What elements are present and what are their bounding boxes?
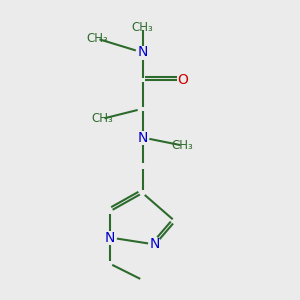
Text: CH₃: CH₃ [92,112,113,125]
Text: N: N [137,130,148,145]
Text: N: N [150,238,160,251]
Text: O: O [177,73,188,87]
Text: CH₃: CH₃ [132,21,153,34]
Text: N: N [105,230,115,244]
Text: N: N [137,46,148,59]
Text: CH₃: CH₃ [172,139,194,152]
Text: CH₃: CH₃ [87,32,108,45]
